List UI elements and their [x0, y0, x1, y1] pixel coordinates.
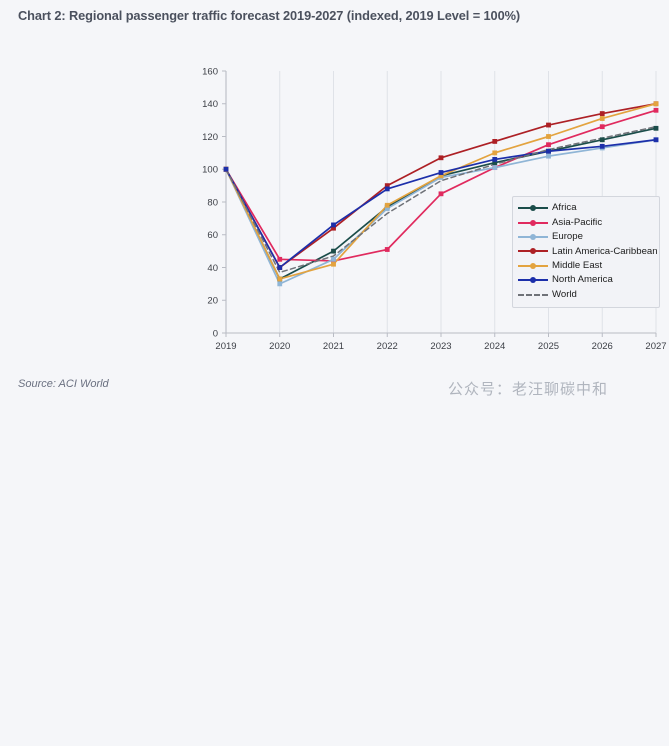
- x-axis-tick-label: 2019: [215, 341, 236, 352]
- x-axis-tick-label: 2027: [645, 341, 666, 352]
- x-axis-tick-label: 2024: [484, 341, 505, 352]
- legend-item-asia-pacific[interactable]: Asia-Pacific: [518, 215, 654, 229]
- legend-item-world[interactable]: World: [518, 287, 654, 301]
- y-axis-tick-label: 80: [207, 197, 218, 208]
- y-axis-tick-label: 160: [202, 66, 218, 77]
- data-point-marker: [653, 125, 659, 131]
- data-point-marker: [384, 186, 390, 192]
- data-point-marker: [546, 122, 551, 128]
- data-point-marker: [384, 247, 390, 252]
- data-point-marker: [546, 153, 551, 159]
- x-axis-tick-label: 2021: [323, 341, 344, 352]
- x-axis-tick-label: 2026: [592, 341, 613, 352]
- data-point-marker: [331, 248, 336, 254]
- legend-item-europe[interactable]: Europe: [518, 230, 654, 244]
- data-point-marker: [599, 143, 605, 149]
- source-note: Source: ACI World: [18, 378, 109, 390]
- data-point-marker: [599, 137, 605, 143]
- line-chart-svg: 0 20 40 60 80 100 120 140 160 2019 2020 2021 2022 202…: [202, 66, 666, 352]
- legend-item-label: North America: [552, 274, 613, 286]
- data-point-marker: [653, 137, 659, 143]
- data-point-marker: [438, 155, 444, 161]
- legend-item-north-america[interactable]: North America: [518, 273, 654, 287]
- data-point-marker: [277, 265, 283, 270]
- y-axis-tick-label: 20: [207, 296, 218, 307]
- legend-item-africa[interactable]: Africa: [518, 201, 654, 215]
- data-point-marker: [384, 202, 390, 208]
- y-axis-tick-label: 100: [202, 165, 218, 176]
- data-point-marker: [492, 165, 498, 171]
- y-axis-tick-label: 0: [213, 328, 218, 339]
- data-point-marker: [223, 166, 229, 172]
- legend-item-latin-america-caribbean[interactable]: Latin America-Caribbean: [518, 244, 658, 258]
- legend-swatch-icon: [518, 202, 548, 214]
- data-point-marker: [653, 107, 659, 113]
- x-axis-tick-label: 2025: [538, 341, 559, 352]
- legend-item-label: Europe: [552, 231, 583, 243]
- legend-swatch-icon: [518, 260, 548, 272]
- data-point-marker: [653, 101, 659, 107]
- watermark-cn-note: 公众号：老汪聊碳中和: [448, 380, 609, 398]
- data-point-marker: [546, 134, 551, 139]
- data-point-marker: [277, 276, 283, 282]
- data-point-marker: [438, 191, 444, 197]
- chart-plot-area: 0 20 40 60 80 100 120 140 160 2019 2020 2021 2022 202…: [202, 66, 666, 352]
- x-axis-tick-label: 2022: [377, 341, 398, 352]
- legend-swatch-icon: [518, 289, 548, 301]
- data-point-marker: [492, 157, 498, 162]
- legend-swatch-icon: [518, 245, 548, 257]
- data-point-marker: [599, 116, 605, 121]
- data-point-marker: [277, 281, 283, 287]
- data-point-marker: [546, 142, 551, 148]
- data-point-marker: [331, 222, 336, 228]
- data-point-marker: [546, 148, 551, 154]
- data-point-marker: [492, 139, 498, 144]
- data-point-marker: [331, 256, 336, 262]
- legend-item-label: Middle East: [552, 259, 603, 271]
- y-axis-tick-label: 60: [207, 230, 218, 241]
- series-line-world: [225, 125, 657, 274]
- legend-item-label: Africa: [552, 202, 577, 214]
- legend-item-label: Latin America-Caribbean: [552, 245, 658, 257]
- data-point-marker: [492, 150, 498, 156]
- page-title: Chart 2: Regional passenger traffic fore…: [18, 8, 521, 23]
- legend-swatch-icon: [518, 217, 548, 229]
- data-point-marker: [331, 261, 336, 267]
- legend-item-label: Asia-Pacific: [552, 216, 603, 228]
- data-point-marker: [438, 170, 444, 175]
- y-axis-tick-label: 140: [202, 99, 218, 110]
- chart-legend: Africa Asia-Pacific Europe Latin America-Ca…: [512, 196, 660, 308]
- legend-swatch-icon: [518, 274, 548, 286]
- x-axis-tick-label: 2020: [269, 341, 290, 352]
- data-point-marker: [599, 111, 605, 116]
- y-axis-tick-label: 120: [202, 132, 218, 143]
- y-axis-tick-label: 40: [207, 263, 218, 274]
- data-point-marker: [599, 124, 605, 130]
- data-point-marker: [277, 256, 283, 262]
- x-axis-tick-label: 2023: [430, 341, 451, 352]
- legend-item-label: World: [552, 288, 577, 300]
- legend-swatch-icon: [518, 231, 548, 243]
- legend-item-middle-east[interactable]: Middle East: [518, 259, 654, 273]
